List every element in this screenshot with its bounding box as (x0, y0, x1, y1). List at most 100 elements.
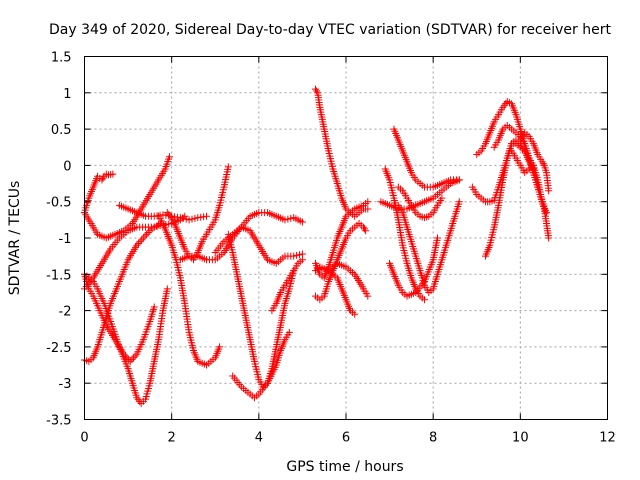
data-series (229, 328, 293, 402)
y-tick-label: -3.5 (46, 414, 71, 429)
data-point (455, 198, 463, 206)
data-point (150, 303, 158, 311)
data-point (296, 251, 304, 259)
data-series (211, 223, 306, 267)
data-point (351, 310, 359, 318)
data-point (203, 212, 211, 220)
data-point (153, 222, 161, 230)
data-series (155, 212, 224, 369)
data-point (99, 174, 107, 182)
data-series (81, 170, 117, 217)
data-point (538, 158, 546, 166)
data-point (285, 328, 293, 336)
y-tick-label: -2.5 (46, 341, 71, 356)
data-point (434, 234, 442, 242)
data-point (179, 214, 187, 222)
data-point (120, 350, 128, 358)
data-point (136, 238, 144, 246)
data-point (420, 296, 428, 304)
x-tick-label: 4 (255, 431, 263, 446)
data-series (394, 198, 463, 296)
data-point (290, 252, 298, 260)
data-point (539, 160, 547, 168)
data-series (311, 198, 372, 282)
data-series (81, 153, 173, 242)
data-point (185, 216, 193, 224)
data-point (455, 176, 463, 184)
data-series (316, 259, 372, 300)
data-point (109, 170, 117, 178)
data-series (394, 183, 446, 222)
x-tick-label: 2 (168, 431, 176, 446)
data-point (542, 209, 550, 217)
data-series (508, 147, 553, 242)
data-point (298, 218, 306, 226)
data-point (216, 343, 224, 351)
data-point (165, 210, 173, 218)
data-point (298, 256, 306, 264)
data-series (115, 201, 211, 224)
data-point (364, 198, 372, 206)
data-series (311, 219, 370, 304)
y-tick-label: 1 (63, 87, 71, 102)
data-point (545, 234, 553, 242)
y-tick-label: -0.5 (46, 196, 71, 211)
x-tick-label: 10 (512, 431, 529, 446)
data-point (121, 352, 129, 360)
y-tick-label: 0 (63, 159, 71, 174)
y-tick-label: -3 (59, 377, 72, 392)
data-series (390, 125, 463, 191)
y-axis-title: SDTVAR / TECUs (7, 181, 23, 296)
data-point (361, 225, 369, 233)
x-tick-label: 6 (342, 431, 350, 446)
data-series (386, 234, 442, 300)
data-series (81, 219, 165, 365)
x-tick-label: 8 (429, 431, 437, 446)
data-point (134, 239, 142, 247)
data-point (176, 214, 184, 222)
data-point (130, 354, 138, 362)
data-point (128, 356, 136, 364)
data-point (359, 223, 367, 231)
data-point (138, 236, 146, 244)
data-point (293, 251, 301, 259)
data-point (165, 153, 173, 161)
data-point (191, 214, 199, 222)
data-series (516, 129, 553, 195)
data-point (364, 292, 372, 300)
y-tick-label: 1.5 (51, 51, 72, 66)
data-point (133, 241, 141, 249)
data-point (143, 230, 151, 238)
data-point (188, 215, 196, 223)
data-point (150, 223, 158, 231)
ticks: 0 2 4 6 8 10 12 -3.5 -3 -2.5 -2 -1.5 -1 -0.5 0 0.5 1 1.5 (46, 51, 616, 446)
data-point (163, 285, 171, 293)
data-point (131, 352, 139, 360)
data-point (123, 354, 131, 362)
x-tick-label: 12 (599, 431, 616, 446)
data-point (362, 227, 370, 235)
y-tick-label: -1.5 (46, 268, 71, 283)
data-series (268, 256, 306, 315)
data-point (438, 194, 446, 202)
chart-title: Day 349 of 2020, Sidereal Day-to-day VTE… (49, 22, 611, 38)
x-tick-label: 0 (80, 431, 88, 446)
data-point (126, 357, 134, 365)
data-point (281, 216, 289, 224)
data-point (311, 85, 319, 93)
data-point (139, 234, 147, 242)
data-series (377, 176, 463, 213)
y-tick-label: -1 (59, 232, 72, 247)
data-point (313, 87, 321, 95)
data-point (163, 209, 171, 217)
y-tick-label: 0.5 (51, 123, 72, 138)
x-axis-title: GPS time / hours (286, 459, 403, 475)
data-series (311, 85, 372, 220)
y-tick-label: -2 (59, 305, 72, 320)
data-point (545, 187, 553, 195)
data-point (166, 212, 174, 220)
data-series (81, 270, 171, 408)
data-point (364, 205, 372, 213)
data-point (224, 163, 232, 171)
